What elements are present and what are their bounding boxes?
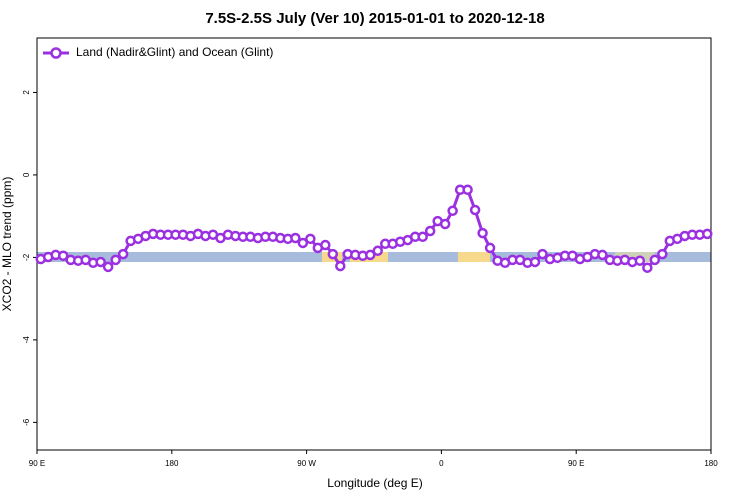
x-axis-label: Longitude (deg E) bbox=[327, 476, 422, 490]
data-point bbox=[477, 227, 488, 239]
data-point bbox=[642, 262, 653, 273]
data-point bbox=[537, 248, 548, 260]
data-point bbox=[447, 205, 458, 217]
data-point bbox=[110, 254, 121, 266]
data-point bbox=[95, 256, 106, 268]
x-tick-label: 180 bbox=[165, 459, 179, 468]
land-band bbox=[458, 252, 490, 262]
land-band bbox=[615, 252, 655, 262]
data-point bbox=[290, 232, 301, 244]
y-tick-label: 0 bbox=[22, 172, 31, 177]
chart-title: 7.5S-2.5S July (Ver 10) 2015-01-01 to 20… bbox=[205, 10, 544, 27]
data-point bbox=[365, 249, 376, 261]
x-tick-label: 90 E bbox=[568, 459, 584, 468]
data-point bbox=[327, 248, 339, 260]
data-point bbox=[102, 261, 114, 273]
data-point bbox=[297, 237, 309, 249]
data-point bbox=[469, 204, 481, 216]
x-tick-label: 90 E bbox=[29, 459, 45, 468]
y-tick-label: 2 bbox=[22, 90, 31, 95]
data-point bbox=[424, 225, 436, 237]
legend-marker bbox=[50, 47, 62, 59]
data-point bbox=[649, 254, 661, 266]
x-tick-label: 0 bbox=[439, 459, 444, 468]
data-point bbox=[597, 249, 608, 261]
y-tick-label: -2 bbox=[22, 253, 31, 261]
data-point bbox=[305, 233, 316, 245]
data-point bbox=[439, 218, 451, 230]
plot-frame bbox=[36, 37, 712, 451]
x-tick-label: 180 bbox=[704, 459, 718, 468]
data-point bbox=[657, 248, 668, 260]
data-point bbox=[372, 245, 383, 257]
data-point bbox=[529, 256, 541, 268]
legend: Land (Nadir&Glint) and Ocean (Glint) bbox=[43, 45, 273, 59]
data-point bbox=[484, 242, 496, 254]
legend-label: Land (Nadir&Glint) and Ocean (Glint) bbox=[76, 45, 273, 59]
y-tick-label: -6 bbox=[22, 418, 31, 426]
data-point bbox=[320, 239, 331, 251]
data-point bbox=[417, 231, 428, 243]
data-point bbox=[57, 250, 69, 262]
data-point bbox=[634, 255, 646, 266]
y-tick-label: -4 bbox=[22, 336, 31, 344]
data-point bbox=[462, 184, 473, 196]
data-point bbox=[335, 260, 346, 272]
x-tick-label: 90 W bbox=[297, 459, 316, 468]
y-axis-label: XCO2 - MLO trend (ppm) bbox=[0, 177, 14, 312]
data-point bbox=[117, 248, 129, 260]
data-point bbox=[702, 228, 713, 240]
